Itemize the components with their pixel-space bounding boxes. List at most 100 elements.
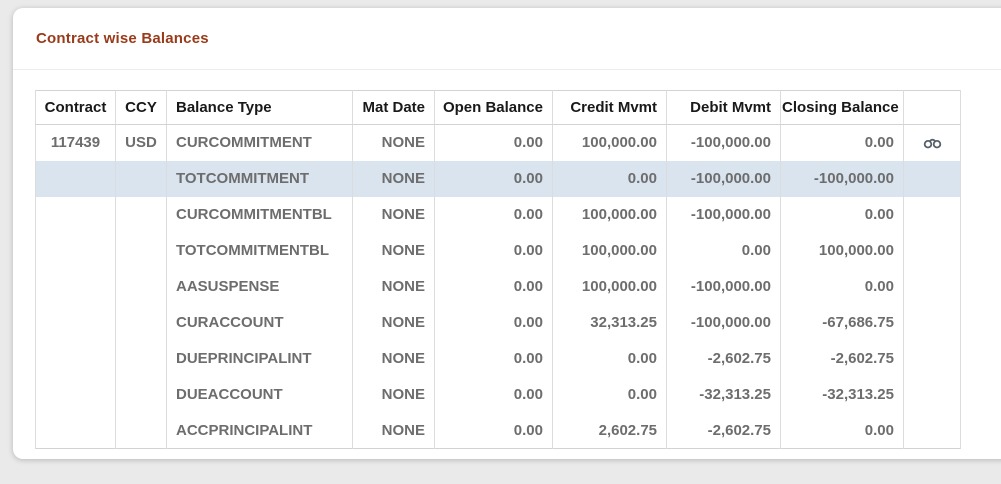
contract-balances-panel: Contract wise Balances Contract CCY Balanc… [13, 8, 1001, 459]
cell-credit_mvmt: 0.00 [552, 340, 667, 377]
cell-open_balance: 0.00 [434, 232, 553, 269]
cell-closing_balance: 0.00 [780, 412, 904, 449]
cell-open_balance: 0.00 [434, 268, 553, 305]
cell-contract [35, 160, 116, 197]
cell-contract [35, 340, 116, 377]
column-header-credit_mvmt: Credit Mvmt [552, 90, 667, 125]
cell-debit_mvmt: -2,602.75 [666, 412, 781, 449]
cell-actions [903, 124, 961, 161]
cell-debit_mvmt: -100,000.00 [666, 124, 781, 161]
table-container: Contract CCY Balance Type Mat Date Open Bala… [13, 70, 1001, 449]
table-row[interactable]: DUEACCOUNT NONE 0.00 0.00 -32,313.25 -32,313.… [35, 376, 961, 413]
cell-balance_type: TOTCOMMITMENT [166, 160, 353, 197]
cell-open_balance: 0.00 [434, 304, 553, 341]
cell-ccy [115, 412, 167, 449]
cell-open_balance: 0.00 [434, 376, 553, 413]
cell-closing_balance: -32,313.25 [780, 376, 904, 413]
table-header: Contract CCY Balance Type Mat Date Open Bala… [35, 90, 961, 125]
table-row[interactable]: CURCOMMITMENTBL NONE 0.00 100,000.00 -100,00… [35, 196, 961, 233]
cell-contract [35, 232, 116, 269]
cell-debit_mvmt: -100,000.00 [666, 268, 781, 305]
cell-ccy: USD [115, 124, 167, 161]
cell-credit_mvmt: 0.00 [552, 160, 667, 197]
column-header-actions [903, 90, 961, 125]
table-row[interactable]: CURACCOUNT NONE 0.00 32,313.25 -100,000.00 -6… [35, 304, 961, 341]
cell-balance_type: CURCOMMITMENT [166, 124, 353, 161]
cell-balance_type: CURCOMMITMENTBL [166, 196, 353, 233]
cell-debit_mvmt: -100,000.00 [666, 196, 781, 233]
cell-credit_mvmt: 32,313.25 [552, 304, 667, 341]
cell-closing_balance: -67,686.75 [780, 304, 904, 341]
cell-ccy [115, 268, 167, 305]
cell-closing_balance: -100,000.00 [780, 160, 904, 197]
cell-balance_type: DUEPRINCIPALINT [166, 340, 353, 377]
cell-mat_date: NONE [352, 376, 435, 413]
cell-mat_date: NONE [352, 340, 435, 377]
cell-debit_mvmt: -32,313.25 [666, 376, 781, 413]
cell-actions [903, 376, 961, 413]
cell-ccy [115, 304, 167, 341]
cell-ccy [115, 196, 167, 233]
cell-closing_balance: 100,000.00 [780, 232, 904, 269]
cell-mat_date: NONE [352, 196, 435, 233]
cell-balance_type: CURACCOUNT [166, 304, 353, 341]
cell-credit_mvmt: 100,000.00 [552, 124, 667, 161]
cell-mat_date: NONE [352, 412, 435, 449]
cell-credit_mvmt: 100,000.00 [552, 196, 667, 233]
cell-mat_date: NONE [352, 304, 435, 341]
cell-closing_balance: 0.00 [780, 196, 904, 233]
column-header-ccy: CCY [115, 90, 167, 125]
cell-balance_type: TOTCOMMITMENTBL [166, 232, 353, 269]
column-header-balance_type: Balance Type [166, 90, 353, 125]
column-header-open_balance: Open Balance [434, 90, 553, 125]
cell-ccy [115, 232, 167, 269]
table-header-row: Contract CCY Balance Type Mat Date Open Bala… [35, 90, 961, 125]
cell-credit_mvmt: 100,000.00 [552, 232, 667, 269]
column-header-debit_mvmt: Debit Mvmt [666, 90, 781, 125]
cell-contract [35, 268, 116, 305]
cell-actions [903, 304, 961, 341]
cell-contract [35, 304, 116, 341]
cell-open_balance: 0.00 [434, 196, 553, 233]
cell-mat_date: NONE [352, 268, 435, 305]
panel-header: Contract wise Balances [13, 8, 1001, 70]
cell-debit_mvmt: 0.00 [666, 232, 781, 269]
cell-balance_type: AASUSPENSE [166, 268, 353, 305]
cell-contract: 117439 [35, 124, 116, 161]
cell-actions [903, 196, 961, 233]
table-row[interactable]: DUEPRINCIPALINT NONE 0.00 0.00 -2,602.75 -2,6… [35, 340, 961, 377]
cell-debit_mvmt: -100,000.00 [666, 160, 781, 197]
table-row[interactable]: AASUSPENSE NONE 0.00 100,000.00 -100,000.00 0… [35, 268, 961, 305]
table-row[interactable]: TOTCOMMITMENTBL NONE 0.00 100,000.00 0.00 100… [35, 232, 961, 269]
cell-closing_balance: -2,602.75 [780, 340, 904, 377]
cell-actions [903, 340, 961, 377]
balances-table: Contract CCY Balance Type Mat Date Open Bala… [35, 90, 961, 449]
cell-ccy [115, 376, 167, 413]
cell-credit_mvmt: 2,602.75 [552, 412, 667, 449]
cell-closing_balance: 0.00 [780, 124, 904, 161]
cell-mat_date: NONE [352, 160, 435, 197]
table-row[interactable]: 117439 USD CURCOMMITMENT NONE 0.00 100,000.00… [35, 124, 961, 161]
cell-ccy [115, 340, 167, 377]
cell-credit_mvmt: 100,000.00 [552, 268, 667, 305]
cell-debit_mvmt: -2,602.75 [666, 340, 781, 377]
cell-credit_mvmt: 0.00 [552, 376, 667, 413]
column-header-contract: Contract [35, 90, 116, 125]
cell-actions [903, 268, 961, 305]
cell-ccy [115, 160, 167, 197]
cell-actions [903, 412, 961, 449]
cell-contract [35, 196, 116, 233]
cell-actions [903, 232, 961, 269]
cell-open_balance: 0.00 [434, 160, 553, 197]
binoculars-view-icon[interactable] [920, 133, 944, 153]
table-row[interactable]: ACCPRINCIPALINT NONE 0.00 2,602.75 -2,602.75… [35, 412, 961, 449]
cell-contract [35, 412, 116, 449]
panel-title: Contract wise Balances [36, 30, 209, 47]
column-header-mat_date: Mat Date [352, 90, 435, 125]
table-row[interactable]: TOTCOMMITMENT NONE 0.00 0.00 -100,000.00 -100… [35, 160, 961, 197]
cell-balance_type: ACCPRINCIPALINT [166, 412, 353, 449]
column-header-closing_balance: Closing Balance [780, 90, 904, 125]
cell-actions [903, 160, 961, 197]
cell-balance_type: DUEACCOUNT [166, 376, 353, 413]
